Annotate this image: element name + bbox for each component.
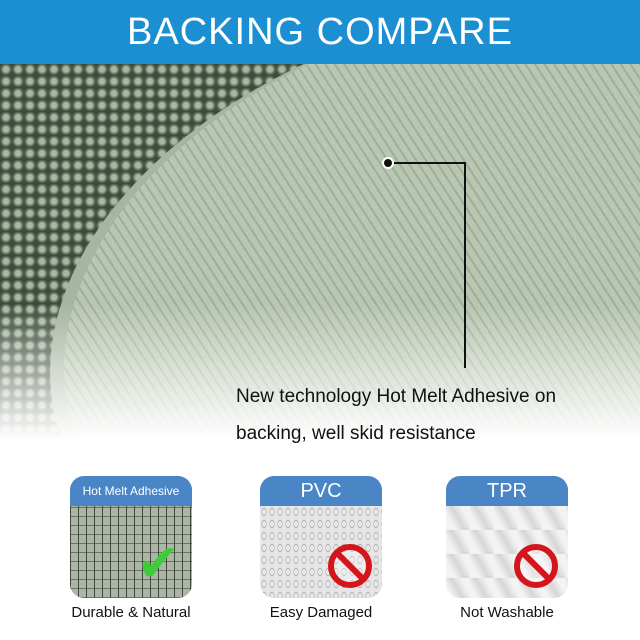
page-title: BACKING COMPARE: [127, 10, 513, 53]
prohibited-icon: [514, 544, 558, 588]
card-caption: Durable & Natural: [71, 604, 191, 621]
card-tab: PVC: [260, 476, 382, 506]
card-hot-melt: Hot Melt Adhesive ✔: [70, 476, 192, 598]
header-banner: BACKING COMPARE: [0, 0, 640, 64]
card-tab: Hot Melt Adhesive: [70, 476, 192, 506]
tpr-texture: [446, 506, 568, 598]
check-icon: ✔: [136, 535, 180, 593]
pvc-texture: [260, 506, 382, 598]
callout-text-1: New technology Hot Melt Adhesive on: [236, 386, 557, 407]
card-pvc: PVC: [260, 476, 382, 598]
callout-dot: [382, 157, 394, 169]
callout-line: [388, 162, 466, 368]
callout-text-2: backing, well skid resistance: [236, 423, 476, 444]
card-caption: Easy Damaged: [269, 604, 373, 621]
card-caption: Not Washable: [460, 604, 554, 621]
card-tab: TPR: [446, 476, 568, 506]
photo-fade: [0, 304, 640, 464]
card-tpr: TPR: [446, 476, 568, 598]
mat-backing-photo: [0, 64, 640, 464]
prohibited-icon: [328, 544, 372, 588]
hot-melt-texture: ✔: [70, 506, 192, 598]
